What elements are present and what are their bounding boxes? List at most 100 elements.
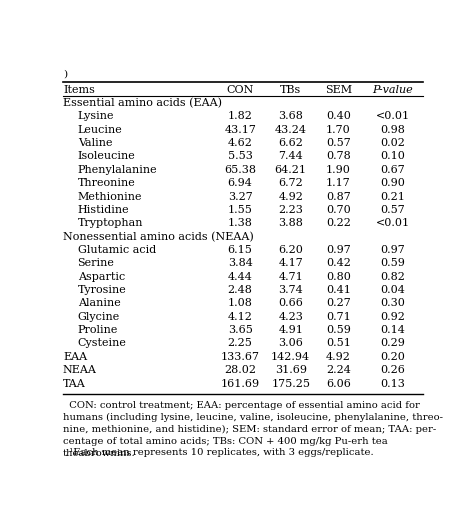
Text: Glycine: Glycine xyxy=(78,312,120,322)
Text: 1.82: 1.82 xyxy=(228,111,253,121)
Text: 5.53: 5.53 xyxy=(228,152,253,161)
Text: 0.41: 0.41 xyxy=(326,285,351,295)
Text: 0.66: 0.66 xyxy=(278,298,303,309)
Text: 0.27: 0.27 xyxy=(326,298,351,309)
Text: TBs: TBs xyxy=(280,85,301,95)
Text: 0.82: 0.82 xyxy=(380,272,405,281)
Text: CON: control treatment; EAA: percentage of essential amino acid for
humans (incl: CON: control treatment; EAA: percentage … xyxy=(63,401,443,458)
Text: 6.20: 6.20 xyxy=(278,245,303,255)
Text: 4.17: 4.17 xyxy=(278,259,303,268)
Text: 4.44: 4.44 xyxy=(228,272,253,281)
Text: Essential amino acids (EAA): Essential amino acids (EAA) xyxy=(63,98,222,108)
Text: <0.01: <0.01 xyxy=(375,218,410,228)
Text: Serine: Serine xyxy=(78,259,115,268)
Text: 4.12: 4.12 xyxy=(228,312,253,322)
Text: 0.67: 0.67 xyxy=(380,165,405,175)
Text: 0.98: 0.98 xyxy=(380,124,405,135)
Text: Glutamic acid: Glutamic acid xyxy=(78,245,156,255)
Text: 4.92: 4.92 xyxy=(326,352,351,362)
Text: Phenylalanine: Phenylalanine xyxy=(78,165,157,175)
Text: 0.90: 0.90 xyxy=(380,178,405,188)
Text: 43.24: 43.24 xyxy=(274,124,307,135)
Text: 0.92: 0.92 xyxy=(380,312,405,322)
Text: 0.87: 0.87 xyxy=(326,192,351,202)
Text: 3.74: 3.74 xyxy=(278,285,303,295)
Text: 0.40: 0.40 xyxy=(326,111,351,121)
Text: 0.10: 0.10 xyxy=(380,152,405,161)
Text: Methionine: Methionine xyxy=(78,192,142,202)
Text: Tyrosine: Tyrosine xyxy=(78,285,127,295)
Text: 2.23: 2.23 xyxy=(278,205,303,215)
Text: 0.13: 0.13 xyxy=(380,379,405,388)
Text: ): ) xyxy=(63,70,67,79)
Text: Leucine: Leucine xyxy=(78,124,122,135)
Text: 1.90: 1.90 xyxy=(326,165,351,175)
Text: 4.71: 4.71 xyxy=(278,272,303,281)
Text: P-value: P-value xyxy=(372,85,413,95)
Text: 64.21: 64.21 xyxy=(274,165,307,175)
Text: 2.24: 2.24 xyxy=(326,365,351,375)
Text: 2.48: 2.48 xyxy=(228,285,253,295)
Text: 6.72: 6.72 xyxy=(278,178,303,188)
Text: 0.21: 0.21 xyxy=(380,192,405,202)
Text: 6.06: 6.06 xyxy=(326,379,351,388)
Text: EAA: EAA xyxy=(63,352,87,362)
Text: 7.44: 7.44 xyxy=(278,152,303,161)
Text: 0.51: 0.51 xyxy=(326,338,351,348)
Text: 3.27: 3.27 xyxy=(228,192,253,202)
Text: 175.25: 175.25 xyxy=(271,379,310,388)
Text: 0.57: 0.57 xyxy=(326,138,351,148)
Text: 142.94: 142.94 xyxy=(271,352,310,362)
Text: 4.92: 4.92 xyxy=(278,192,303,202)
Text: 1.17: 1.17 xyxy=(326,178,351,188)
Text: ¹Each mean represents 10 replicates, with 3 eggs/replicate.: ¹Each mean represents 10 replicates, wit… xyxy=(63,448,374,457)
Text: Nonessential amino acids (NEAA): Nonessential amino acids (NEAA) xyxy=(63,231,254,242)
Text: 133.67: 133.67 xyxy=(221,352,260,362)
Text: 1.08: 1.08 xyxy=(228,298,253,309)
Text: NEAA: NEAA xyxy=(63,365,97,375)
Text: 28.02: 28.02 xyxy=(224,365,256,375)
Text: 65.38: 65.38 xyxy=(224,165,256,175)
Text: 0.29: 0.29 xyxy=(380,338,405,348)
Text: 0.57: 0.57 xyxy=(380,205,405,215)
Text: Alanine: Alanine xyxy=(78,298,120,309)
Text: 3.88: 3.88 xyxy=(278,218,303,228)
Text: 0.59: 0.59 xyxy=(326,325,351,335)
Text: 0.30: 0.30 xyxy=(380,298,405,309)
Text: 3.65: 3.65 xyxy=(228,325,253,335)
Text: 0.02: 0.02 xyxy=(380,138,405,148)
Text: Lysine: Lysine xyxy=(78,111,114,121)
Text: 43.17: 43.17 xyxy=(224,124,256,135)
Text: 6.94: 6.94 xyxy=(228,178,253,188)
Text: 6.62: 6.62 xyxy=(278,138,303,148)
Text: Proline: Proline xyxy=(78,325,118,335)
Text: 0.14: 0.14 xyxy=(380,325,405,335)
Text: 3.84: 3.84 xyxy=(228,259,253,268)
Text: Histidine: Histidine xyxy=(78,205,129,215)
Text: 4.23: 4.23 xyxy=(278,312,303,322)
Text: 0.26: 0.26 xyxy=(380,365,405,375)
Text: 6.15: 6.15 xyxy=(228,245,253,255)
Text: 0.22: 0.22 xyxy=(326,218,351,228)
Text: Isoleucine: Isoleucine xyxy=(78,152,136,161)
Text: Valine: Valine xyxy=(78,138,112,148)
Text: 161.69: 161.69 xyxy=(220,379,260,388)
Text: 3.68: 3.68 xyxy=(278,111,303,121)
Text: Tryptophan: Tryptophan xyxy=(78,218,143,228)
Text: Aspartic: Aspartic xyxy=(78,272,125,281)
Text: <0.01: <0.01 xyxy=(375,111,410,121)
Text: 0.04: 0.04 xyxy=(380,285,405,295)
Text: 3.06: 3.06 xyxy=(278,338,303,348)
Text: 4.62: 4.62 xyxy=(228,138,253,148)
Text: 0.59: 0.59 xyxy=(380,259,405,268)
Text: 1.70: 1.70 xyxy=(326,124,351,135)
Text: SEM: SEM xyxy=(325,85,352,95)
Text: Threonine: Threonine xyxy=(78,178,136,188)
Text: CON: CON xyxy=(227,85,254,95)
Text: 0.20: 0.20 xyxy=(380,352,405,362)
Text: Items: Items xyxy=(63,85,95,95)
Text: 0.70: 0.70 xyxy=(326,205,351,215)
Text: 0.80: 0.80 xyxy=(326,272,351,281)
Text: 1.38: 1.38 xyxy=(228,218,253,228)
Text: 0.78: 0.78 xyxy=(326,152,351,161)
